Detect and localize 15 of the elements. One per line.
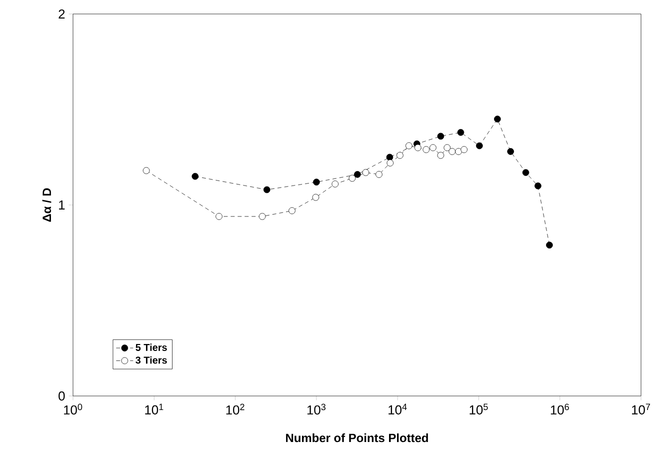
y-axis-title: Δα / D [42,188,52,222]
x-tick-label: 10$^{5}$ [470,404,488,414]
x-tick-label: 10$^{3}$ [307,404,326,415]
x-axis-title: Number of Points Plotted [286,433,428,442]
x-tick-label: 10$^{6}$ [550,404,569,415]
x-tick-label: 10$^{0}$ [64,404,82,415]
legend-label: 5 Tiers [136,344,167,351]
legend-label: 3 Tiers [136,356,167,364]
y-tick-label: 2 [58,9,65,19]
x-tick-label: 10$^{2}$ [226,404,244,415]
x-tick-label: 10$^{4}$ [388,404,407,414]
x-tick-label: 10$^{7}$ [632,404,650,414]
y-tick-label: 0 [58,391,65,401]
y-tick-label: 1 [59,200,65,210]
x-tick-label: 10$^{1}$ [145,404,164,414]
